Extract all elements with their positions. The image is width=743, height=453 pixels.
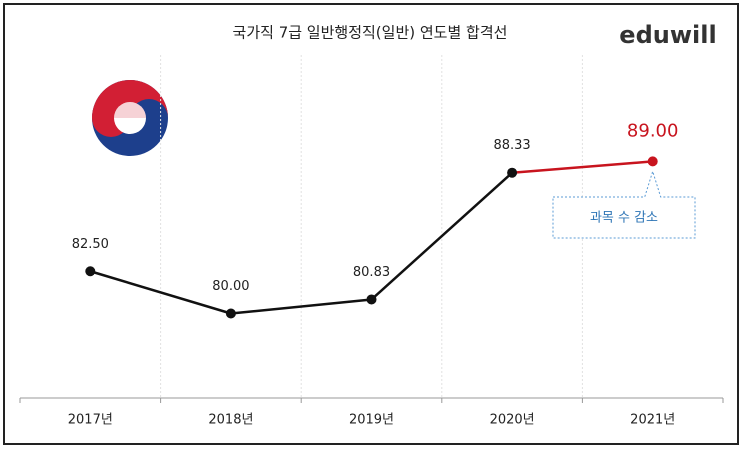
value-label: 82.50: [72, 237, 109, 252]
emblem: [92, 80, 168, 156]
annotation: 과목 수 감소: [590, 211, 658, 226]
point: [507, 167, 518, 178]
value-label: 89.00: [627, 120, 679, 141]
annotation-box: [552, 169, 696, 239]
line-segment: [511, 160, 653, 174]
line-segment: [89, 270, 232, 315]
brand-logo: eduwill: [619, 21, 716, 49]
value-label: 80.83: [353, 265, 390, 280]
chart-title: 국가직 7급 일반행정직(일반) 연도별 합격선: [233, 24, 508, 42]
x-tick-label: 2021년: [630, 413, 675, 428]
value-label: 80.00: [212, 279, 249, 294]
point: [647, 156, 658, 167]
line-segment: [230, 298, 372, 315]
point: [366, 294, 377, 305]
value-label: 88.33: [493, 138, 530, 153]
point: [85, 266, 96, 277]
x-tick-label: 2019년: [349, 413, 394, 428]
line-segment: [370, 171, 513, 301]
x-tick-label: 2020년: [490, 413, 535, 428]
x-tick-label: 2017년: [68, 413, 113, 428]
x-tick-label: 2018년: [208, 413, 253, 428]
point: [225, 308, 236, 319]
